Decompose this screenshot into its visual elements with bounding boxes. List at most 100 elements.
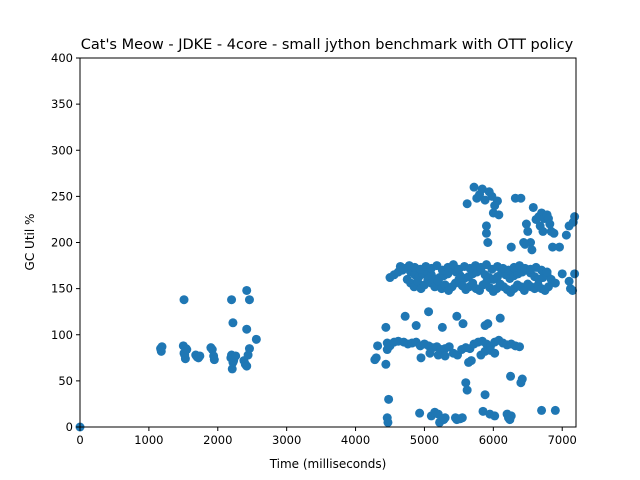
data-point — [481, 221, 491, 231]
data-point — [433, 350, 443, 360]
data-point — [381, 359, 391, 369]
data-point — [461, 378, 471, 388]
data-point — [384, 394, 394, 404]
data-point — [444, 342, 454, 352]
data-point — [411, 321, 421, 331]
x-tick-label: 4000 — [341, 433, 370, 447]
data-point — [424, 307, 434, 317]
data-point — [477, 184, 487, 194]
x-tick-label: 5000 — [410, 433, 439, 447]
data-point — [251, 334, 261, 344]
x-tick-label: 7000 — [548, 433, 577, 447]
data-point — [549, 228, 559, 238]
data-point — [490, 411, 500, 421]
data-point — [425, 348, 435, 358]
x-tick-label: 6000 — [479, 433, 508, 447]
data-point — [182, 345, 192, 355]
data-point — [383, 417, 393, 427]
data-point — [440, 351, 450, 361]
data-point — [433, 409, 443, 419]
data-point — [478, 406, 488, 416]
plot-frame — [79, 57, 577, 428]
data-point — [527, 245, 537, 255]
data-point — [228, 318, 238, 328]
y-tick-label: 350 — [51, 97, 73, 111]
data-point — [537, 405, 547, 415]
data-point — [568, 285, 578, 295]
data-point — [545, 219, 555, 229]
data-point — [492, 196, 502, 206]
data-point — [157, 342, 167, 352]
data-point — [550, 405, 560, 415]
data-point — [481, 228, 491, 238]
data-point — [440, 413, 450, 423]
data-point — [506, 371, 516, 381]
y-tick-label: 0 — [66, 420, 73, 434]
data-point — [209, 355, 219, 365]
data-point — [242, 285, 252, 295]
data-point — [506, 242, 516, 252]
y-axis-label: GC Util % — [23, 214, 37, 271]
data-point — [416, 353, 426, 363]
y-tick-label: 250 — [51, 189, 73, 203]
data-point — [373, 341, 383, 351]
data-point — [528, 202, 538, 212]
x-axis: 0 1000 2000 3000 4000 5000 6000 7000 — [76, 427, 577, 447]
x-tick-label: 3000 — [272, 433, 301, 447]
x-tick-label: 2000 — [203, 433, 232, 447]
data-point — [483, 319, 493, 329]
data-point — [242, 361, 252, 371]
data-point — [400, 311, 410, 321]
data-point — [180, 354, 190, 364]
data-point — [437, 322, 447, 332]
data-point — [462, 199, 472, 209]
data-point — [452, 311, 462, 321]
y-tick-label: 50 — [58, 374, 73, 388]
data-point — [515, 342, 525, 352]
data-point — [413, 276, 423, 286]
data-point — [506, 411, 516, 421]
data-point — [480, 390, 490, 400]
y-tick-label: 400 — [51, 51, 73, 65]
data-point — [415, 408, 425, 418]
data-point — [242, 324, 252, 334]
data-point — [371, 353, 381, 363]
data-point — [195, 351, 205, 361]
data-point — [490, 348, 500, 358]
data-point — [462, 385, 472, 395]
points-layer — [75, 182, 580, 432]
data-point — [244, 344, 254, 354]
y-axis: 0 50 100 150 200 250 300 350 400 — [51, 51, 80, 434]
data-point — [381, 322, 391, 332]
data-point — [464, 357, 474, 367]
data-point — [517, 374, 527, 384]
y-tick-label: 150 — [51, 282, 73, 296]
chart-title: Cat's Meow - JDKE - 4core - small jython… — [81, 37, 574, 53]
data-point — [227, 295, 237, 305]
y-tick-label: 300 — [51, 143, 73, 157]
data-point — [523, 226, 533, 236]
data-point — [548, 242, 558, 252]
data-point — [564, 276, 574, 286]
data-point — [494, 210, 504, 220]
data-point — [231, 351, 241, 361]
data-point — [179, 295, 189, 305]
data-point — [554, 242, 564, 252]
data-point — [542, 267, 552, 277]
data-point — [557, 269, 567, 279]
y-tick-label: 200 — [51, 236, 73, 250]
data-point — [561, 230, 571, 240]
data-point — [480, 195, 490, 205]
data-point — [433, 276, 443, 286]
x-axis-label: Time (milliseconds) — [269, 457, 387, 471]
data-point — [570, 269, 580, 279]
data-point — [495, 313, 505, 323]
x-tick-label: 1000 — [134, 433, 163, 447]
data-point — [520, 239, 530, 249]
data-point — [457, 413, 467, 423]
data-point — [244, 295, 254, 305]
data-point — [550, 278, 560, 288]
data-point — [543, 282, 553, 292]
data-point — [538, 226, 548, 236]
